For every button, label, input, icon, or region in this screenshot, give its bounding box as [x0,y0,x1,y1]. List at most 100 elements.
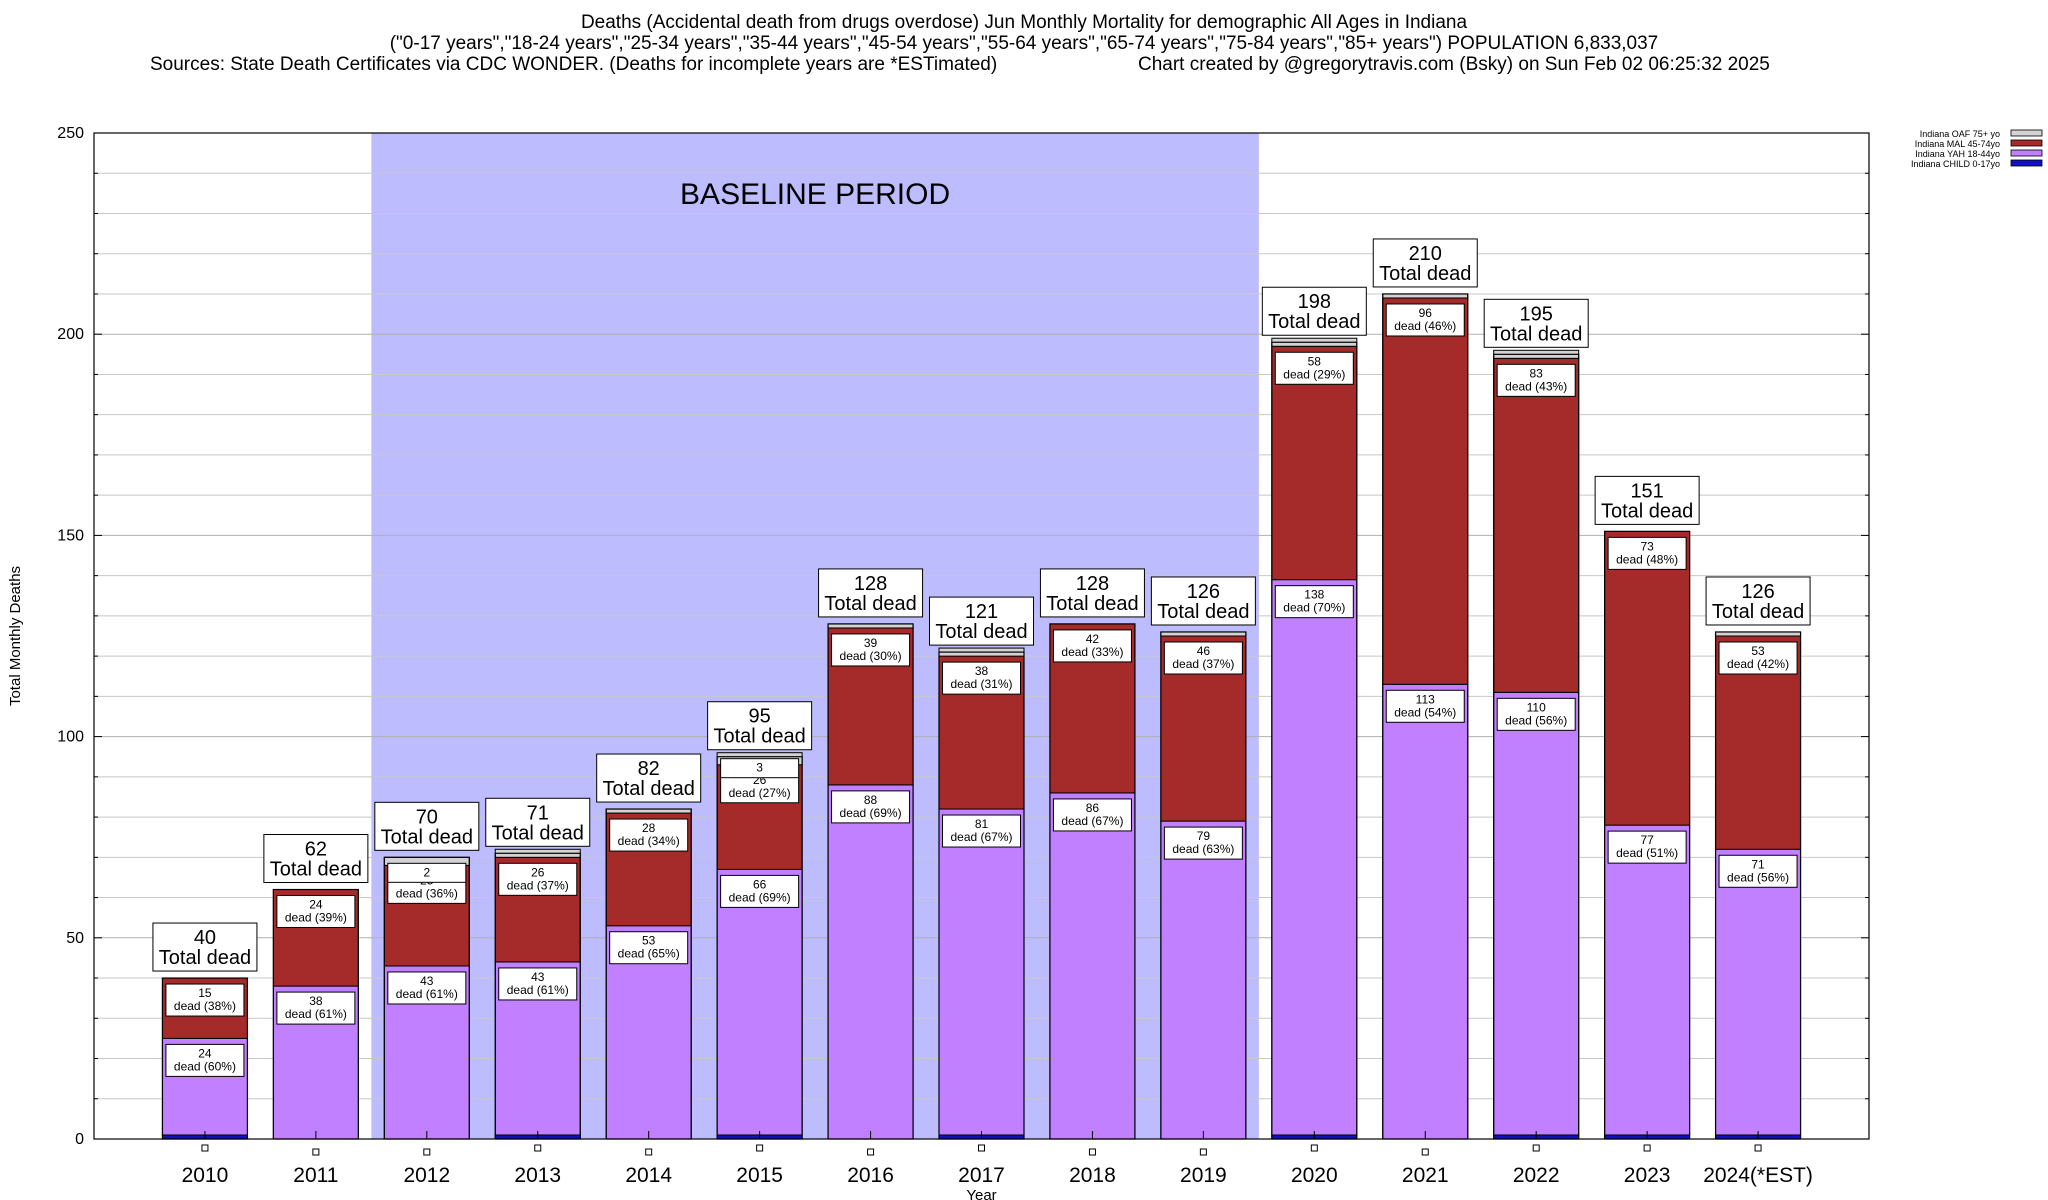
x-tick-label: 2013 [514,1164,561,1187]
x-tick-label: 2012 [403,1164,450,1187]
segment-data-label: 66 [753,877,767,891]
segment-data-label-box [165,983,245,1017]
segment-data-label: dead (54%) [1394,705,1456,719]
segment-data-label: 138 [1304,588,1324,602]
x-tick-label: 2018 [1069,1164,1116,1187]
segment-data-label-box [720,758,800,779]
legend-swatch [2010,159,2043,167]
total-value-label: 210 [1409,243,1442,265]
x-axis-label: Year [966,1187,996,1200]
segment-data-label: 26 [531,865,545,879]
segment-data-label: 24 [309,898,323,912]
legend-entry-label: Indiana YAH 18-44yo [1915,149,2000,159]
segment-data-label: 42 [1086,632,1100,646]
segment-data-label: dead (67%) [950,830,1012,844]
total-value-label: 195 [1520,303,1553,325]
chart-sources-text: Sources: State Death Certificates via CD… [150,54,998,75]
total-value-label: 198 [1298,291,1331,313]
x-tick-label: 2016 [847,1164,894,1187]
legend-swatch [2010,129,2043,137]
segment-data-label: 15 [198,986,212,1000]
segment-data-label: dead (39%) [285,911,347,925]
segment-data-label-box [831,790,911,824]
total-dead-label: Total dead [270,859,362,881]
total-label-box [596,753,702,803]
total-dead-label: Total dead [1268,311,1360,333]
segment-data-label-box [1385,689,1465,723]
segment-data-label: dead (61%) [507,983,569,997]
segment-data-label: dead (46%) [1394,319,1456,333]
x-tick-label: 2017 [958,1164,1005,1187]
child-count-marker [1643,1144,1651,1152]
bar-segment [1382,683,1469,1140]
segment-data-label: 58 [1308,354,1322,368]
bar-segment [1604,530,1691,826]
segment-data-label: 113 [1416,692,1435,706]
bar-segment [1382,293,1469,299]
segment-data-label-box [1163,641,1243,675]
segment-data-label-box [1274,351,1354,385]
segment-data-label: dead (56%) [1505,713,1567,727]
y-tick-label: 100 [57,729,84,746]
x-tick-label: 2019 [1180,1164,1227,1187]
total-dead-label: Total dead [713,726,805,748]
child-count-marker [1310,1144,1318,1152]
total-label-box [1705,576,1811,626]
child-count-marker [756,1144,764,1152]
bar-segment [605,808,692,814]
segment-data-label: dead (31%) [950,677,1012,691]
segment-data-label-box [1607,830,1687,864]
chart-title-line2: ("0-17 years","18-24 years","25-34 years… [389,33,1659,54]
segment-data-label: dead (27%) [729,786,791,800]
segment-data-label: dead (70%) [1283,601,1345,615]
child-count-marker [423,1148,431,1156]
bar-segment [1604,824,1691,1136]
chart-title-line1: Deaths (Accidental death from drugs over… [580,12,1468,33]
y-axis-label: Total Monthly Deaths [7,566,24,706]
segment-data-label: 83 [1530,366,1544,380]
segment-data-label: dead (38%) [174,999,236,1013]
child-count-marker [1199,1148,1207,1156]
total-value-label: 62 [305,839,327,861]
total-dead-label: Total dead [381,826,473,848]
segment-data-label-box [387,862,467,883]
baseline-period-label: BASELINE PERIOD [680,178,950,211]
total-dead-label: Total dead [1046,593,1138,615]
segment-data-label: dead (67%) [1061,814,1123,828]
total-label-box [374,801,480,851]
child-count-marker [1421,1148,1429,1156]
segment-data-label-box [165,1043,245,1077]
segment-data-label-box [1052,629,1132,663]
child-count-marker [1088,1148,1096,1156]
x-tick-label: 2022 [1513,1164,1560,1187]
bar-segment [938,808,1025,1136]
total-label-box [1039,568,1145,618]
bar-segment [1049,792,1136,1140]
segment-data-label: dead (37%) [1172,657,1234,671]
bar-segment [1493,691,1580,1136]
total-value-label: 126 [1187,581,1220,603]
y-tick-label: 0 [75,1131,84,1148]
total-label-box [818,568,924,618]
y-tick-label: 250 [57,125,84,142]
x-tick-label: 2024(*EST) [1703,1164,1813,1187]
segment-data-label: 46 [1197,644,1211,658]
bar-segment [1160,820,1247,1140]
bar-segment [1493,357,1580,693]
x-tick-label: 2011 [293,1164,338,1187]
segment-data-label-box [1496,363,1576,397]
x-tick-label: 2020 [1291,1164,1338,1187]
child-count-marker [645,1148,653,1156]
total-value-label: 95 [749,706,771,728]
total-label-box [1594,475,1700,525]
bar-segment [827,784,914,1140]
segment-data-label-box [609,818,689,852]
total-dead-label: Total dead [159,947,251,969]
segment-data-label: dead (42%) [1727,657,1789,671]
segment-data-label: dead (51%) [1616,846,1678,860]
segment-data-label-box [1274,585,1354,619]
segment-data-label: 96 [1419,306,1433,320]
bar-segment [1271,345,1358,581]
y-tick-label: 200 [57,326,84,343]
